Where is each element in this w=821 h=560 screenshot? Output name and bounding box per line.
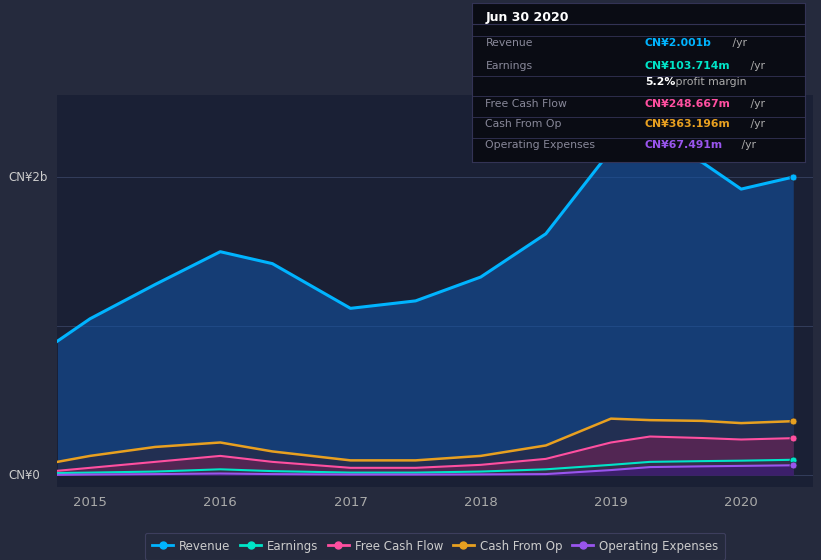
Text: Cash From Op: Cash From Op (485, 119, 562, 129)
Text: CN¥67.491m: CN¥67.491m (645, 140, 723, 150)
Text: Operating Expenses: Operating Expenses (485, 140, 595, 150)
Text: /yr: /yr (738, 140, 756, 150)
Text: Jun 30 2020: Jun 30 2020 (485, 11, 569, 24)
Text: CN¥248.667m: CN¥248.667m (645, 99, 731, 109)
Text: 5.2%: 5.2% (645, 77, 676, 87)
Text: CN¥2.001b: CN¥2.001b (645, 38, 712, 48)
Text: /yr: /yr (747, 99, 765, 109)
Text: CN¥363.196m: CN¥363.196m (645, 119, 731, 129)
Legend: Revenue, Earnings, Free Cash Flow, Cash From Op, Operating Expenses: Revenue, Earnings, Free Cash Flow, Cash … (144, 533, 726, 559)
Text: CN¥103.714m: CN¥103.714m (645, 61, 731, 71)
Text: Free Cash Flow: Free Cash Flow (485, 99, 567, 109)
Text: Revenue: Revenue (485, 38, 533, 48)
Text: Earnings: Earnings (485, 61, 533, 71)
Text: CN¥2b: CN¥2b (8, 171, 48, 184)
Text: CN¥0: CN¥0 (8, 469, 40, 482)
Text: profit margin: profit margin (672, 77, 746, 87)
Text: /yr: /yr (747, 119, 765, 129)
Text: /yr: /yr (729, 38, 747, 48)
Text: /yr: /yr (747, 61, 765, 71)
